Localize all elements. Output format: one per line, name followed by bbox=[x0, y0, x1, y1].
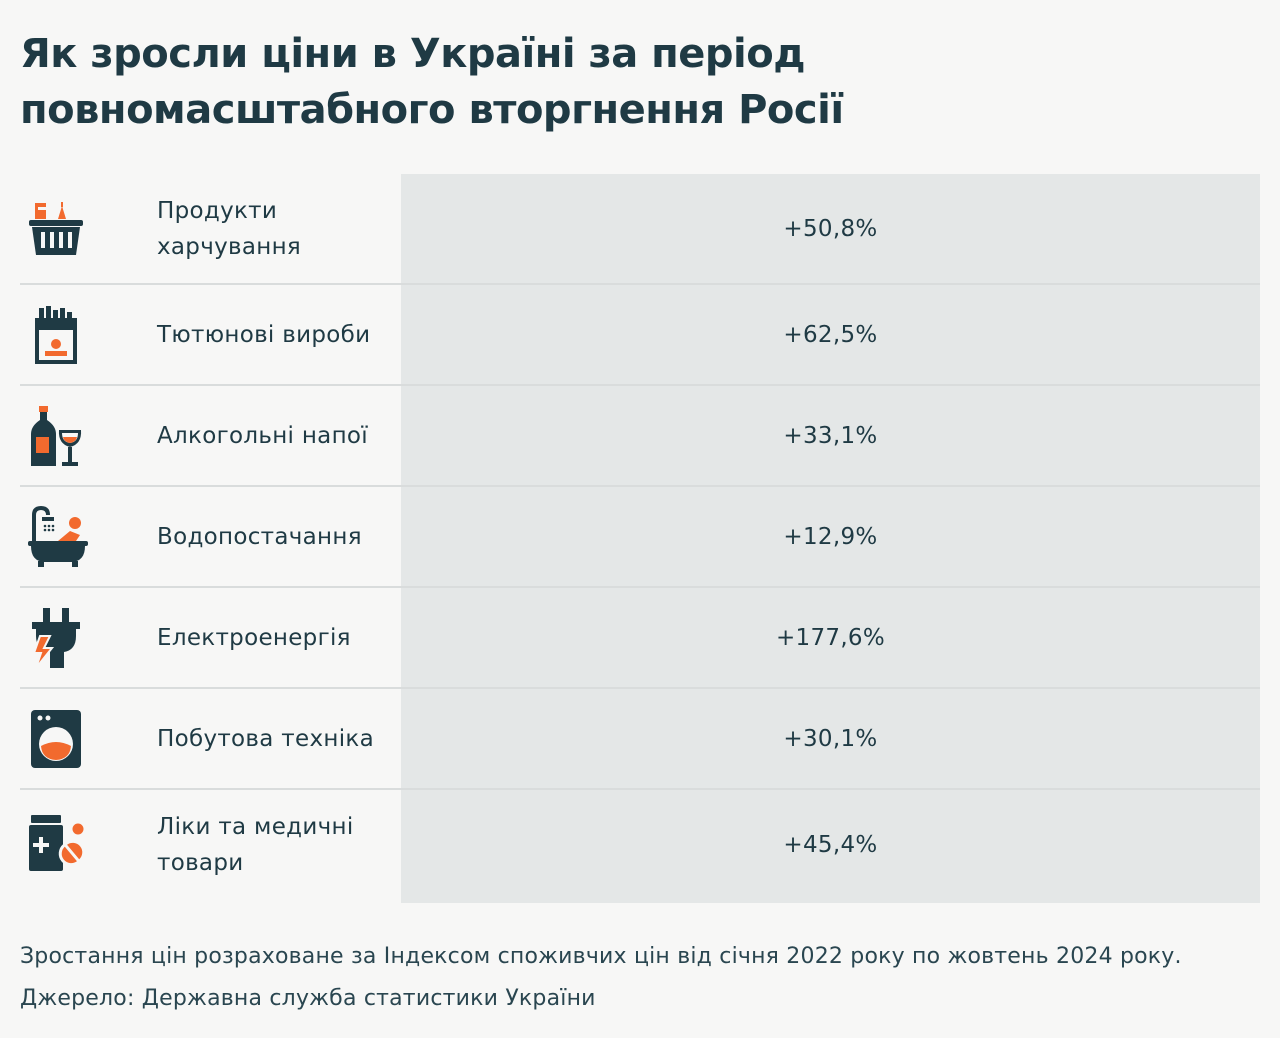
category-label: Продукти харчування bbox=[157, 197, 302, 260]
washing-machine-icon bbox=[20, 708, 157, 770]
value-label: +12,9% bbox=[783, 523, 878, 550]
value-label: +45,4% bbox=[783, 832, 878, 858]
cigarette-pack-icon bbox=[20, 304, 157, 366]
table-row: Побутова техніка +30,1% bbox=[20, 689, 1260, 790]
method-note: Зростання цін розраховане за Індексом сп… bbox=[20, 944, 1182, 969]
value-label: +50,8% bbox=[783, 215, 878, 242]
bathtub-shower-icon bbox=[20, 505, 157, 569]
category-label: Побутова техніка bbox=[157, 725, 374, 752]
category-label: Водопостачання bbox=[157, 523, 362, 550]
plug-lightning-icon bbox=[20, 606, 157, 670]
category-label: Електроенергія bbox=[157, 624, 351, 651]
table-row: Алкогольні напої +33,1% bbox=[20, 386, 1260, 487]
source-note: Джерело: Державна служба статистики Укра… bbox=[20, 986, 596, 1011]
table-row: Продукти харчування +50,8% bbox=[20, 174, 1260, 285]
category-label: Алкогольні напої bbox=[157, 422, 368, 449]
category-label: Ліки та медичні товари bbox=[157, 814, 354, 876]
value-column-background bbox=[401, 174, 1260, 903]
table-row: Тютюнові вироби +62,5% bbox=[20, 285, 1260, 386]
table-row: Ліки та медичні товари +45,4% bbox=[20, 790, 1260, 900]
page-title: Як зросли ціни в Україні за період повно… bbox=[20, 31, 844, 133]
medicine-pills-icon bbox=[20, 813, 157, 877]
value-label: +33,1% bbox=[783, 422, 878, 449]
bottle-and-glass-icon bbox=[20, 404, 157, 468]
price-table: Продукти харчування +50,8% Тютюнові вироб… bbox=[20, 174, 1260, 903]
category-label: Тютюнові вироби bbox=[157, 321, 371, 348]
value-label: +62,5% bbox=[783, 321, 878, 348]
table-row: Електроенергія +177,6% bbox=[20, 588, 1260, 689]
value-label: +30,1% bbox=[783, 725, 878, 752]
shopping-basket-icon bbox=[20, 199, 157, 259]
table-row: Водопостачання +12,9% bbox=[20, 487, 1260, 588]
value-label: +177,6% bbox=[775, 624, 886, 651]
